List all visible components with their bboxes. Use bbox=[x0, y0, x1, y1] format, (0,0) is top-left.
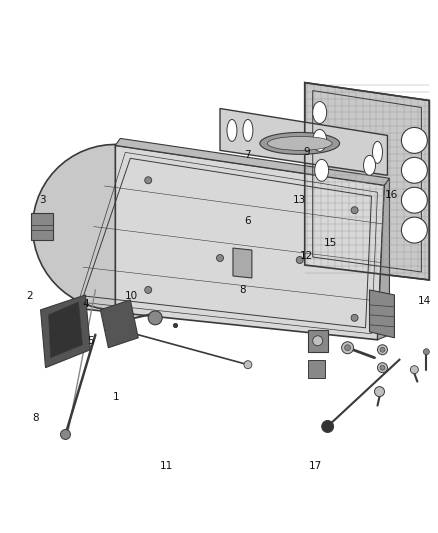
Circle shape bbox=[374, 386, 385, 397]
Circle shape bbox=[401, 217, 427, 243]
Text: 15: 15 bbox=[324, 238, 337, 248]
Ellipse shape bbox=[372, 141, 382, 163]
Circle shape bbox=[60, 430, 71, 439]
Polygon shape bbox=[100, 300, 138, 348]
Polygon shape bbox=[233, 248, 252, 278]
Circle shape bbox=[424, 349, 429, 355]
Text: 9: 9 bbox=[303, 147, 310, 157]
Circle shape bbox=[244, 361, 252, 369]
Circle shape bbox=[321, 421, 334, 432]
Circle shape bbox=[351, 314, 358, 321]
Polygon shape bbox=[72, 146, 385, 340]
Text: 10: 10 bbox=[125, 290, 138, 301]
Polygon shape bbox=[115, 139, 389, 185]
Polygon shape bbox=[305, 83, 429, 280]
Text: 17: 17 bbox=[308, 461, 321, 471]
Text: 13: 13 bbox=[293, 195, 307, 205]
Text: 6: 6 bbox=[244, 216, 251, 227]
Circle shape bbox=[401, 127, 427, 154]
Text: 5: 5 bbox=[87, 336, 93, 346]
Circle shape bbox=[313, 336, 323, 346]
Circle shape bbox=[145, 177, 152, 184]
Polygon shape bbox=[41, 295, 90, 368]
Text: 1: 1 bbox=[113, 392, 120, 402]
Ellipse shape bbox=[364, 155, 375, 175]
Circle shape bbox=[145, 286, 152, 293]
Circle shape bbox=[401, 157, 427, 183]
Ellipse shape bbox=[243, 119, 253, 141]
Circle shape bbox=[296, 256, 303, 263]
Text: 8: 8 bbox=[240, 285, 246, 295]
Circle shape bbox=[345, 345, 350, 351]
Text: 7: 7 bbox=[244, 150, 251, 160]
Ellipse shape bbox=[227, 119, 237, 141]
Ellipse shape bbox=[313, 101, 327, 124]
Polygon shape bbox=[370, 290, 395, 338]
Text: 16: 16 bbox=[385, 190, 398, 200]
Polygon shape bbox=[308, 330, 328, 352]
Circle shape bbox=[216, 255, 223, 262]
Ellipse shape bbox=[260, 132, 339, 155]
Circle shape bbox=[401, 187, 427, 213]
Polygon shape bbox=[220, 109, 388, 175]
Circle shape bbox=[380, 347, 385, 352]
Ellipse shape bbox=[314, 159, 328, 181]
Circle shape bbox=[148, 311, 162, 325]
Text: 12: 12 bbox=[300, 251, 313, 261]
Text: 14: 14 bbox=[417, 296, 431, 306]
Circle shape bbox=[342, 342, 353, 354]
Polygon shape bbox=[378, 178, 389, 340]
Circle shape bbox=[380, 365, 385, 370]
Circle shape bbox=[378, 362, 388, 373]
Circle shape bbox=[351, 207, 358, 214]
Circle shape bbox=[378, 345, 388, 355]
Text: 2: 2 bbox=[26, 290, 32, 301]
Ellipse shape bbox=[313, 130, 327, 151]
Polygon shape bbox=[31, 213, 53, 240]
Ellipse shape bbox=[267, 136, 332, 150]
Text: 3: 3 bbox=[39, 195, 46, 205]
Text: 4: 4 bbox=[82, 298, 89, 309]
Text: 11: 11 bbox=[160, 461, 173, 471]
Polygon shape bbox=[308, 360, 325, 378]
Polygon shape bbox=[33, 144, 115, 310]
Polygon shape bbox=[49, 302, 82, 358]
Text: 8: 8 bbox=[32, 413, 39, 423]
Circle shape bbox=[410, 366, 418, 374]
